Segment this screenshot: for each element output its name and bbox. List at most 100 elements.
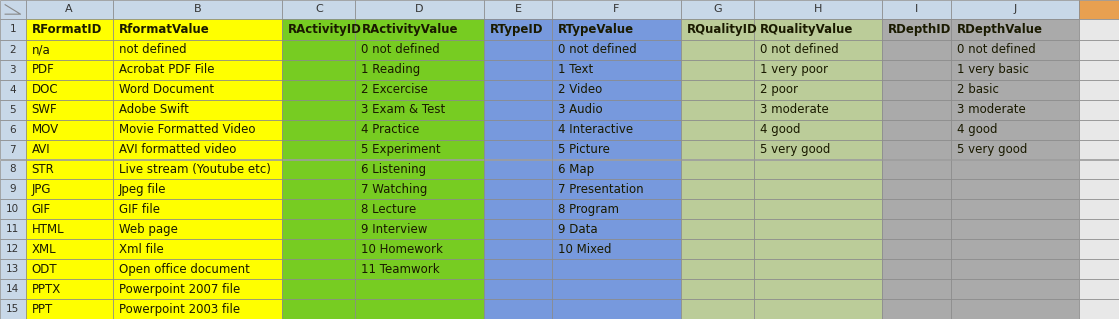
Text: STR: STR [31,163,55,176]
Bar [553,179,680,199]
Text: 2 Excercise: 2 Excercise [361,83,429,96]
Bar [282,0,356,19]
Bar [113,120,282,139]
Bar [680,279,754,299]
Bar [951,299,1079,319]
Bar [483,199,553,219]
Text: J: J [1014,4,1016,14]
Bar [882,160,951,179]
Bar [680,19,754,40]
Bar [483,239,553,259]
Bar [0,60,26,80]
Text: AVI: AVI [31,143,50,156]
Bar [680,199,754,219]
Text: PDF: PDF [31,63,55,76]
Bar [553,139,680,160]
Bar [282,60,356,80]
Bar [282,219,356,239]
Text: 3 Audio: 3 Audio [558,103,603,116]
Bar [26,179,113,199]
Bar [113,19,282,40]
Bar [113,100,282,120]
Text: 1 very poor: 1 very poor [760,63,828,76]
Text: RTypeID: RTypeID [490,23,543,36]
Bar [680,60,754,80]
Text: RformatValue: RformatValue [119,23,209,36]
Text: ODT: ODT [31,263,57,276]
Text: 4 Practice: 4 Practice [361,123,420,136]
Bar [754,139,882,160]
Bar [356,60,483,80]
Bar [356,279,483,299]
Bar [26,239,113,259]
Text: DOC: DOC [31,83,58,96]
Bar [483,179,553,199]
Bar [356,199,483,219]
Bar [754,219,882,239]
Bar [0,239,26,259]
Bar [282,160,356,179]
Bar [26,160,113,179]
Bar [1079,239,1119,259]
Bar [282,199,356,219]
Text: 3 moderate: 3 moderate [760,103,828,116]
Bar [951,160,1079,179]
Bar [680,120,754,139]
Text: RFormatID: RFormatID [31,23,102,36]
Bar [356,219,483,239]
Bar [26,19,113,40]
Bar [882,40,951,60]
Text: Word Document: Word Document [119,83,214,96]
Text: 11 Teamwork: 11 Teamwork [361,263,440,276]
Text: I: I [915,4,918,14]
Bar [282,40,356,60]
Bar [680,80,754,100]
Bar [882,139,951,160]
Bar [356,0,483,19]
Bar [0,80,26,100]
Text: n/a: n/a [31,43,50,56]
Text: 8 Lecture: 8 Lecture [361,203,416,216]
Text: AVI formatted video: AVI formatted video [119,143,236,156]
Bar [26,40,113,60]
Text: RDepthID: RDepthID [888,23,951,36]
Text: 12: 12 [7,244,19,254]
Bar [0,160,26,179]
Bar [1079,0,1119,19]
Bar [553,40,680,60]
Bar [356,160,483,179]
Bar [113,179,282,199]
Bar [356,40,483,60]
Text: 5 very good: 5 very good [760,143,830,156]
Bar [882,0,951,19]
Bar [680,239,754,259]
Bar [882,179,951,199]
Bar [754,80,882,100]
Text: RActivityValue: RActivityValue [361,23,458,36]
Bar [483,120,553,139]
Bar [553,279,680,299]
Bar [553,19,680,40]
Bar [680,40,754,60]
Bar [113,80,282,100]
Bar [553,299,680,319]
Bar [113,259,282,279]
Bar [113,219,282,239]
Bar [26,219,113,239]
Bar [0,179,26,199]
Text: 6 Listening: 6 Listening [361,163,426,176]
Text: RDepthValue: RDepthValue [957,23,1043,36]
Bar [680,100,754,120]
Bar [0,259,26,279]
Bar [0,199,26,219]
Bar [882,299,951,319]
Text: RQualityValue: RQualityValue [760,23,853,36]
Text: 4: 4 [9,85,16,95]
Bar [951,259,1079,279]
Text: 9 Data: 9 Data [558,223,598,236]
Text: 0 not defined: 0 not defined [558,43,637,56]
Text: 6: 6 [9,125,16,135]
Text: F: F [613,4,620,14]
Bar [483,40,553,60]
Text: 3: 3 [9,65,16,75]
